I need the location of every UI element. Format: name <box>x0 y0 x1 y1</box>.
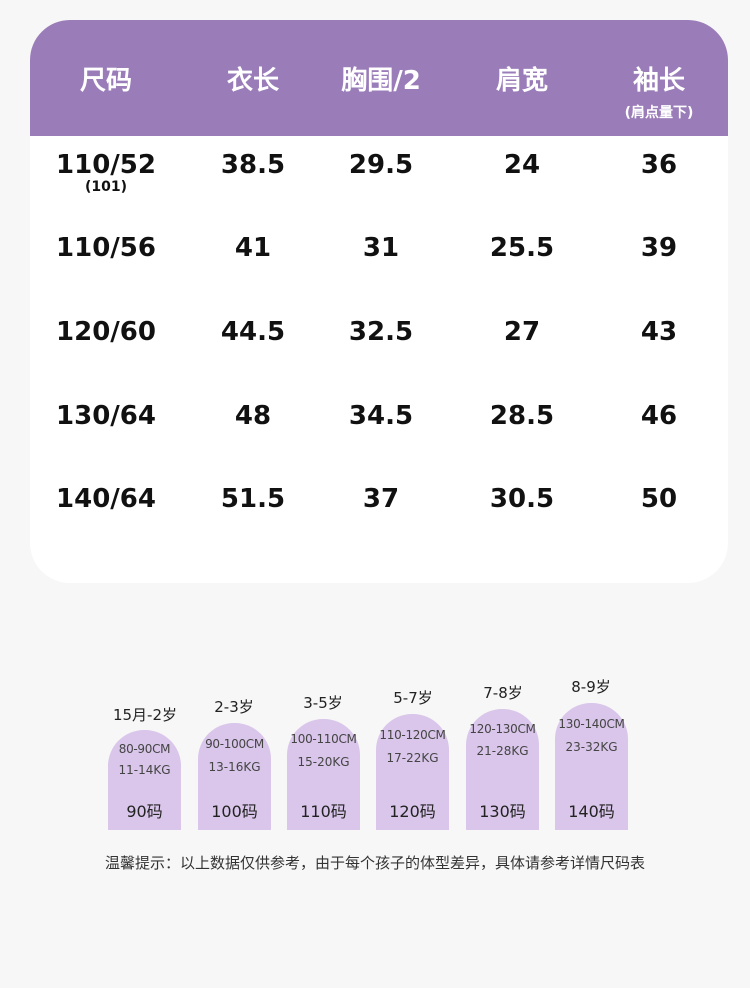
size-label: 90码 <box>126 802 163 821</box>
size-label: 110码 <box>300 802 347 821</box>
age-label: 15月-2岁 <box>112 706 178 724</box>
age-label: 7-8岁 <box>483 684 523 702</box>
size-pill: 130-140CM 23-32KG 140码 <box>555 703 628 830</box>
table-cell: 28.5 <box>489 401 555 431</box>
table-row: 110/52 (101) 38.5 29.5 24 36 <box>30 150 728 210</box>
table-cell: 50 <box>640 484 678 514</box>
table-cell: 39 <box>640 233 678 263</box>
header-sleeve-note: (肩点量下) <box>624 105 694 121</box>
weight-range: 21-28KG <box>476 744 529 758</box>
size-label: 140码 <box>568 802 615 821</box>
table-cell: 110/52 (101) <box>36 150 176 195</box>
height-range: 110-120CM <box>379 728 446 742</box>
table-cell: 37 <box>362 484 400 514</box>
weight-range: 17-22KG <box>386 751 439 765</box>
size-chart-card: 尺码 衣长 胸围/2 肩宽 袖长 (肩点量下) 110/52 (101) 38.… <box>30 20 728 583</box>
header-chest: 胸围/2 <box>341 66 421 96</box>
table-cell: 31 <box>362 233 400 263</box>
table-row: 130/64 48 34.5 28.5 46 <box>30 401 728 461</box>
size-pill: 80-90CM 11-14KG 90码 <box>108 730 181 830</box>
table-cell: 130/64 <box>56 401 156 431</box>
table-cell: 43 <box>640 317 678 347</box>
table-cell: 34.5 <box>348 401 414 431</box>
size-pill: 90-100CM 13-16KG 100码 <box>198 723 271 830</box>
size-value: 110/52 <box>56 150 156 180</box>
table-cell: 38.5 <box>220 150 286 180</box>
table-cell: 140/64 <box>56 484 156 514</box>
age-label: 3-5岁 <box>303 694 343 712</box>
table-row: 110/56 41 31 25.5 39 <box>30 233 728 293</box>
age-label: 5-7岁 <box>393 689 433 707</box>
table-cell: 24 <box>503 150 541 180</box>
table-cell: 41 <box>234 233 272 263</box>
size-pill: 120-130CM 21-28KG 130码 <box>466 709 539 830</box>
weight-range: 13-16KG <box>208 760 261 774</box>
table-cell: 25.5 <box>489 233 555 263</box>
size-pill: 110-120CM 17-22KG 120码 <box>376 714 449 830</box>
height-range: 90-100CM <box>205 737 264 751</box>
height-range: 120-130CM <box>469 722 536 736</box>
table-cell: 51.5 <box>220 484 286 514</box>
table-cell: 44.5 <box>220 317 286 347</box>
table-cell: 46 <box>640 401 678 431</box>
table-cell: 29.5 <box>348 150 414 180</box>
size-note: (101) <box>84 179 128 195</box>
size-label: 100码 <box>211 802 258 821</box>
weight-range: 15-20KG <box>297 755 350 769</box>
header-shoulder: 肩宽 <box>495 66 548 96</box>
table-cell: 27 <box>503 317 541 347</box>
table-row: 120/60 44.5 32.5 27 43 <box>30 317 728 377</box>
table-row: 140/64 51.5 37 30.5 50 <box>30 484 728 544</box>
table-cell: 120/60 <box>56 317 156 347</box>
size-label: 130码 <box>479 802 526 821</box>
table-header: 尺码 衣长 胸围/2 肩宽 袖长 (肩点量下) <box>30 20 728 136</box>
table-cell: 30.5 <box>489 484 555 514</box>
header-sleeve: 袖长 (肩点量下) <box>589 20 728 136</box>
header-length: 衣长 <box>226 66 279 96</box>
height-range: 80-90CM <box>118 742 171 756</box>
age-label: 2-3岁 <box>214 698 254 716</box>
header-size: 尺码 <box>79 66 132 96</box>
height-range: 130-140CM <box>558 717 625 731</box>
size-pill: 100-110CM 15-20KG 110码 <box>287 719 360 830</box>
disclaimer-note: 温馨提示：以上数据仅供参考，由于每个孩子的体型差异，具体请参考详情尺码表 <box>104 854 645 872</box>
weight-range: 11-14KG <box>118 763 171 777</box>
table-cell: 36 <box>640 150 678 180</box>
weight-range: 23-32KG <box>565 740 618 754</box>
table-cell: 32.5 <box>348 317 414 347</box>
height-range: 100-110CM <box>290 732 357 746</box>
table-cell: 110/56 <box>56 233 156 263</box>
table-cell: 48 <box>234 401 272 431</box>
age-label: 8-9岁 <box>571 678 611 696</box>
size-label: 120码 <box>389 802 436 821</box>
